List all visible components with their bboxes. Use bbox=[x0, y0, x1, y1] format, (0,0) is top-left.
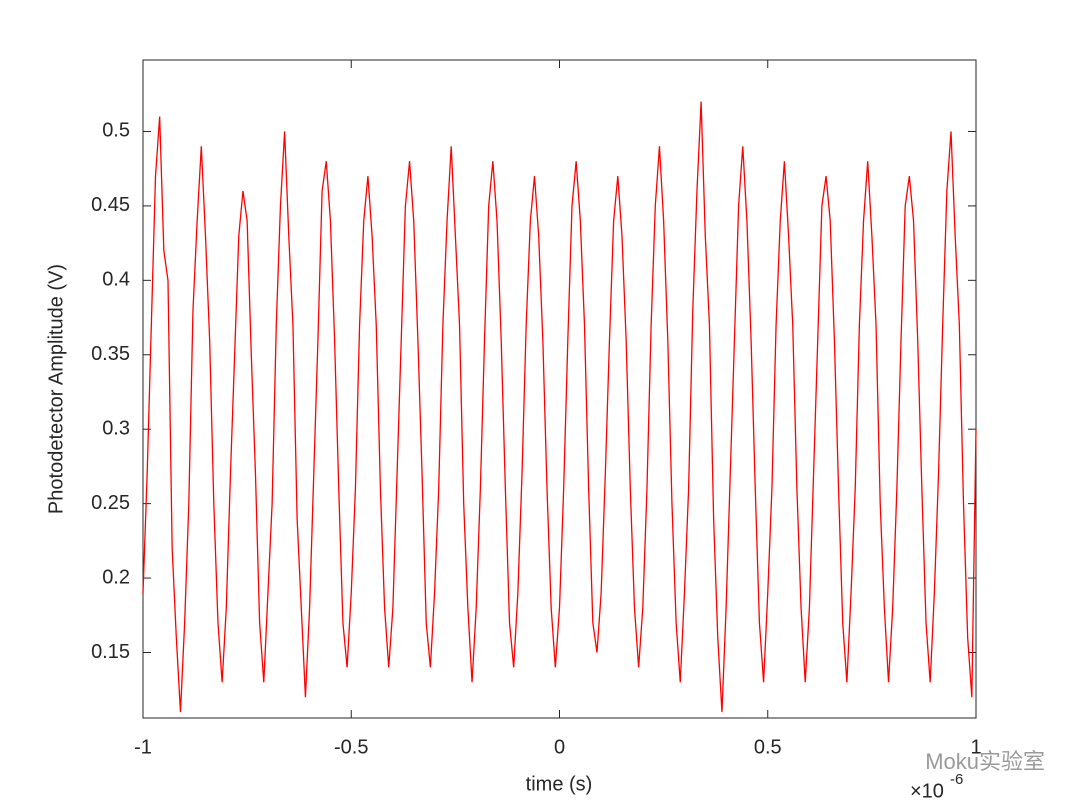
y-tick-label: 0.5 bbox=[102, 120, 130, 142]
y-tick-label: 0.3 bbox=[102, 417, 130, 439]
y-tick-label: 0.35 bbox=[91, 343, 130, 365]
y-axis-label: Photodetector Amplitude (V) bbox=[45, 264, 67, 514]
x-exponent-base: ×10 bbox=[910, 780, 944, 802]
x-tick-label: -1 bbox=[134, 736, 152, 758]
plot-area bbox=[142, 59, 977, 719]
y-tick-label: 0.25 bbox=[91, 492, 130, 514]
y-tick-label: 0.4 bbox=[102, 269, 130, 291]
y-tick-label: 0.45 bbox=[91, 194, 130, 216]
watermark: Moku实验室 bbox=[925, 749, 1045, 774]
x-tick-label: -0.5 bbox=[334, 736, 368, 758]
y-tick-label: 0.15 bbox=[91, 641, 130, 663]
x-tick-label: 0 bbox=[554, 736, 565, 758]
x-tick-label: 1 bbox=[970, 736, 981, 758]
x-axis-label: time (s) bbox=[526, 773, 593, 795]
data-line bbox=[142, 101, 977, 713]
x-tick-label: 0.5 bbox=[754, 736, 782, 758]
x-exponent: -6 bbox=[950, 771, 963, 788]
y-tick-label: 0.2 bbox=[102, 566, 130, 588]
